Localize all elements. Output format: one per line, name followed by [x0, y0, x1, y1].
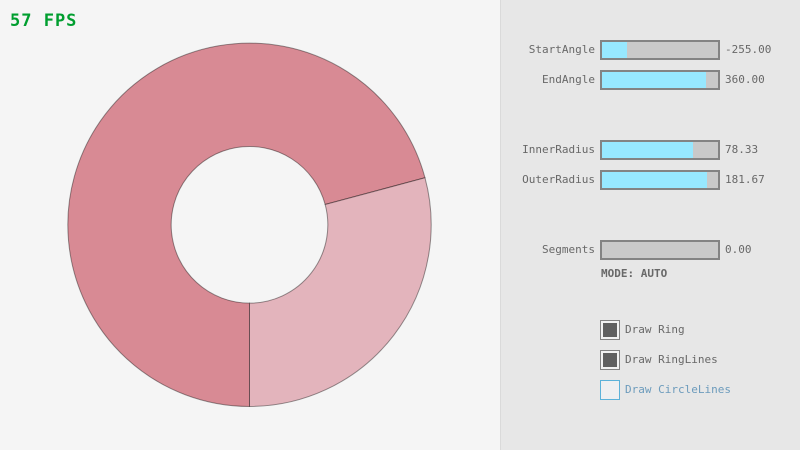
slider-row-innerradius: InnerRadius 78.33	[0, 140, 800, 160]
endangle-sliderbar[interactable]	[600, 70, 720, 90]
innerradius-sliderbar[interactable]	[600, 140, 720, 160]
slider-row-outerradius: OuterRadius 181.67	[0, 170, 800, 190]
endangle-value: 360.00	[725, 73, 765, 86]
endangle-slider-fill	[602, 72, 707, 88]
startangle-value: -255.00	[725, 43, 772, 56]
slider-row-segments: Segments 0.00	[0, 240, 800, 260]
slider-row-startangle: StartAngle -255.00	[0, 40, 800, 60]
outerradius-label: OuterRadius	[522, 173, 595, 186]
startangle-slider-fill	[602, 42, 628, 58]
segments-label: Segments	[542, 243, 595, 256]
draw-ring-checkbox[interactable]	[600, 320, 620, 340]
draw-circlelines-checkbox[interactable]	[600, 380, 620, 400]
draw-ringlines-label: Draw RingLines	[625, 353, 718, 366]
outerradius-slider-fill	[602, 172, 708, 188]
slider-row-endangle: EndAngle 360.00	[0, 70, 800, 90]
outerradius-value: 181.67	[725, 173, 765, 186]
ring-sector-single	[249, 177, 432, 407]
endangle-label: EndAngle	[542, 73, 595, 86]
outerradius-sliderbar[interactable]	[600, 170, 720, 190]
innerradius-value: 78.33	[725, 143, 759, 156]
fps-counter: 57 FPS	[10, 11, 78, 31]
draw-ringlines-checkmark	[603, 353, 617, 367]
draw-ring-checkmark	[603, 323, 617, 337]
draw-circlelines-label: Draw CircleLines	[625, 383, 731, 396]
mode-label: MODE: AUTO	[601, 267, 668, 280]
ring-sector-overlap	[67, 42, 426, 407]
segments-sliderbar[interactable]	[600, 240, 720, 260]
innerradius-label: InnerRadius	[522, 143, 595, 156]
innerradius-slider-fill	[602, 142, 693, 158]
startangle-label: StartAngle	[528, 43, 595, 56]
draw-ringlines-checkbox[interactable]	[600, 350, 620, 370]
draw-ring-label: Draw Ring	[625, 323, 685, 336]
segments-value: 0.00	[725, 243, 752, 256]
startangle-sliderbar[interactable]	[600, 40, 720, 60]
